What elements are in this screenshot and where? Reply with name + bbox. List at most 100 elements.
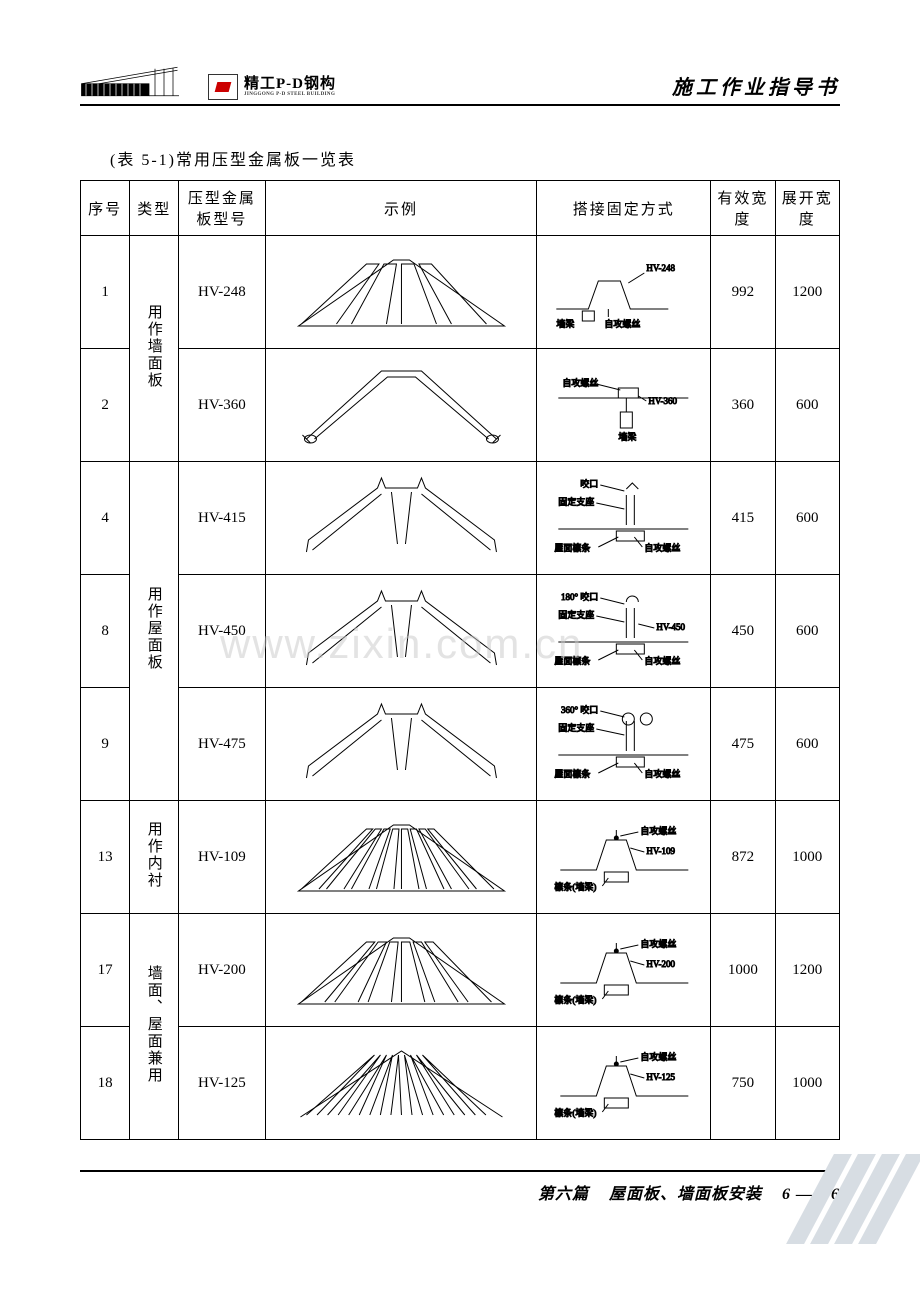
col-xuhao: 序号 [81,181,130,236]
svg-text:自攻螺丝: 自攻螺丝 [605,318,641,329]
cell-eff-width: 475 [711,688,775,801]
svg-text:360° 咬口: 360° 咬口 [561,704,598,715]
cell-type: 用作屋面板 [130,462,179,801]
cell-fix-diagram: 咬口 固定支座 自攻螺丝 屋面檩条 [537,462,711,575]
table-row: 4用作屋面板HV-415 咬口 固定支座 自攻螺丝 屋面檩条 415600 [81,462,840,575]
cell-unf-width: 1000 [775,801,839,914]
svg-text:HV-248: HV-248 [647,263,676,273]
cell-no: 1 [81,236,130,349]
cell-profile-diagram [265,914,537,1027]
cell-model: HV-200 [179,914,265,1027]
svg-text:180° 咬口: 180° 咬口 [561,591,598,602]
svg-text:自攻螺丝: 自攻螺丝 [563,377,599,388]
building-icon [80,60,200,100]
svg-text:檩条(墙梁): 檩条(墙梁) [555,994,597,1005]
cell-fix-diagram: 360° 咬口 固定支座 自攻螺丝 屋面檩条 [537,688,711,801]
cell-model: HV-109 [179,801,265,914]
svg-text:咬口: 咬口 [581,478,599,489]
cell-eff-width: 450 [711,575,775,688]
page-footer: 第六篇 屋面板、墙面板安装 6 —106 [80,1170,840,1204]
svg-text:HV-200: HV-200 [647,959,676,969]
cell-model: HV-450 [179,575,265,688]
cell-type: 用作内衬 [130,801,179,914]
cell-model: HV-415 [179,462,265,575]
svg-text:HV-360: HV-360 [649,396,678,406]
svg-text:自攻螺丝: 自攻螺丝 [641,938,677,949]
cell-fix-diagram: 自攻螺丝 HV-125 檩条(墙梁) [537,1027,711,1140]
cell-eff-width: 415 [711,462,775,575]
brand-logo: 精工P-D钢构 JINGGONG P-D STEEL BUILDING [208,74,336,100]
cell-model: HV-125 [179,1027,265,1140]
page-header: 精工P-D钢构 JINGGONG P-D STEEL BUILDING 施工作业… [80,60,840,106]
cell-no: 17 [81,914,130,1027]
cell-fix-diagram: 自攻螺丝 HV-360 墙梁 [537,349,711,462]
col-zhankai: 展开宽度 [775,181,839,236]
svg-text:自攻螺丝: 自攻螺丝 [641,825,677,836]
svg-text:屋面檩条: 屋面檩条 [555,768,591,779]
cell-profile-diagram [265,1027,537,1140]
cell-model: HV-360 [179,349,265,462]
cell-no: 8 [81,575,130,688]
cell-type: 用作墙面板 [130,236,179,462]
svg-text:檩条(墙梁): 檩条(墙梁) [555,881,597,892]
svg-text:檩条(墙梁): 檩条(墙梁) [555,1107,597,1118]
cell-unf-width: 1200 [775,236,839,349]
svg-text:固定支座: 固定支座 [559,722,595,733]
cell-eff-width: 1000 [711,914,775,1027]
cell-profile-diagram [265,688,537,801]
cell-profile-diagram [265,462,537,575]
svg-text:屋面檩条: 屋面檩条 [555,542,591,553]
cell-no: 13 [81,801,130,914]
col-shili: 示例 [265,181,537,236]
cell-fix-diagram: 自攻螺丝 HV-200 檩条(墙梁) [537,914,711,1027]
footer-stripes-icon [780,1154,900,1234]
cell-no: 9 [81,688,130,801]
svg-text:固定支座: 固定支座 [559,496,595,507]
svg-text:HV-125: HV-125 [647,1072,676,1082]
col-dajie: 搭接固定方式 [537,181,711,236]
brand-badge-icon [208,74,238,100]
table-header-row: 序号 类型 压型金属板型号 示例 搭接固定方式 有效宽度 展开宽度 [81,181,840,236]
cell-unf-width: 600 [775,462,839,575]
cell-eff-width: 872 [711,801,775,914]
cell-model: HV-248 [179,236,265,349]
cell-fix-diagram: 自攻螺丝 HV-109 檩条(墙梁) [537,801,711,914]
svg-text:自攻螺丝: 自攻螺丝 [645,655,681,666]
metal-sheet-table: 序号 类型 压型金属板型号 示例 搭接固定方式 有效宽度 展开宽度 1用作墙面板… [80,180,840,1140]
svg-text:墙梁: 墙梁 [557,318,575,329]
cell-unf-width: 1000 [775,1027,839,1140]
brand-name-en: JINGGONG P-D STEEL BUILDING [244,92,336,97]
svg-text:HV-109: HV-109 [647,846,676,856]
table-row: 17墙面、屋面兼用HV-200 自攻螺丝 HV-200 檩条(墙梁) 10001… [81,914,840,1027]
table-row: 8HV-450 180° 咬口 固定支座 HV-450 自攻螺丝 屋面檩条 45… [81,575,840,688]
cell-eff-width: 750 [711,1027,775,1140]
footer-section: 第六篇 [538,1186,589,1203]
document-title: 施工作业指导书 [672,71,840,100]
cell-no: 18 [81,1027,130,1140]
brand-name-cn: 精工P-D钢构 [244,77,336,92]
footer-title: 屋面板、墙面板安装 [609,1186,762,1203]
svg-text:HV-450: HV-450 [657,622,686,632]
table-row: 13用作内衬HV-109 自攻螺丝 HV-109 檩条(墙梁) 8721000 [81,801,840,914]
cell-profile-diagram [265,236,537,349]
table-row: 1用作墙面板HV-248 HV-248 墙梁 自攻螺丝 9921200 [81,236,840,349]
cell-unf-width: 600 [775,575,839,688]
cell-type: 墙面、屋面兼用 [130,914,179,1140]
cell-fix-diagram: HV-248 墙梁 自攻螺丝 [537,236,711,349]
svg-text:自攻螺丝: 自攻螺丝 [645,542,681,553]
cell-unf-width: 1200 [775,914,839,1027]
logo-area: 精工P-D钢构 JINGGONG P-D STEEL BUILDING [80,60,336,100]
table-row: 9HV-475 360° 咬口 固定支座 自攻螺丝 屋面檩条 475600 [81,688,840,801]
cell-profile-diagram [265,801,537,914]
cell-eff-width: 360 [711,349,775,462]
cell-no: 4 [81,462,130,575]
table-caption: (表 5-1)常用压型金属板一览表 [110,146,840,170]
cell-unf-width: 600 [775,688,839,801]
svg-text:自攻螺丝: 自攻螺丝 [641,1051,677,1062]
col-leixing: 类型 [130,181,179,236]
cell-no: 2 [81,349,130,462]
cell-unf-width: 600 [775,349,839,462]
table-row: 2 HV-360 自攻螺丝 HV-360 墙梁 360600 [81,349,840,462]
svg-text:固定支座: 固定支座 [559,609,595,620]
col-youxiao: 有效宽度 [711,181,775,236]
